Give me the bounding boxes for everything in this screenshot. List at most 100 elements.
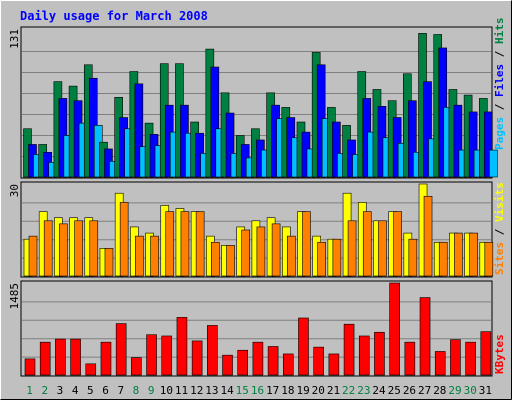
bar-sites-day-9 [150,235,159,277]
bar-sites-day-16 [256,226,266,277]
x-tick-label-4: 4 [72,384,79,397]
y-max-label-kbytes: 1485 [8,283,21,310]
bar-files-day-26 [408,100,417,178]
bar-sites-day-15 [241,229,251,277]
x-tick-label-20: 20 [312,384,325,397]
bar-files-day-31 [484,111,493,178]
x-tick-label-5: 5 [87,384,94,397]
bar-kbytes-day-22 [343,323,355,376]
bar-sites-day-21 [332,238,342,277]
x-tick-label-30: 30 [464,384,477,397]
bar-sites-day-10 [165,211,175,277]
bar-sites-day-24 [378,220,387,277]
x-axis-labels: 1 2 3 4 5 6 7 8 9 10 11 12 13 14 15 16 17 18 19 20 21 22 23 24 2… [26,384,492,397]
x-tick-label-3: 3 [57,384,64,397]
bar-kbytes-day-14 [222,354,233,376]
bar-kbytes-day-21 [328,353,340,376]
x-tick-label-13: 13 [205,384,218,397]
bar-kbytes-day-26 [404,341,416,376]
bar-sites-day-4 [74,220,83,277]
legend-sites: Sites [493,242,506,275]
x-tick-label-18: 18 [281,384,294,397]
bar-kbytes-day-12 [191,340,203,376]
x-tick-label-31: 31 [479,384,492,397]
x-tick-label-29: 29 [448,384,461,397]
bar-kbytes-day-25 [389,282,400,376]
bar-kbytes-day-19 [298,317,309,376]
x-tick-label-24: 24 [372,384,386,397]
bar-kbytes-day-18 [282,353,294,376]
bar-kbytes-day-24 [374,331,385,376]
x-tick-label-12: 12 [190,384,203,397]
bar-sites-day-28 [438,241,448,277]
bar-files-day-21 [332,121,341,178]
bar-sites-day-14 [226,245,235,277]
bars [23,33,498,376]
bar-sites-day-26 [408,238,418,277]
x-tick-label-28: 28 [433,384,446,397]
chart-title: Daily usage for March 2008 [20,9,208,23]
bar-kbytes-day-15 [237,349,249,376]
bar-kbytes-day-6 [100,341,112,376]
bar-sites-day-6 [104,248,114,277]
bar-kbytes-day-16 [252,341,264,376]
bar-sites-day-20 [317,241,326,277]
bar-sites-day-31 [484,241,494,277]
legend-sep-2: / [493,44,506,64]
bar-sites-day-17 [271,223,281,277]
bar-sites-day-2 [43,220,53,277]
bar-files-day-30 [468,111,478,178]
bar-kbytes-day-28 [434,351,446,376]
bar-sites-day-5 [89,220,99,277]
x-tick-label-1: 1 [26,384,33,397]
bar-sites-day-19 [302,211,311,277]
x-tick-label-27: 27 [418,384,431,397]
legend-sep-3: / [493,222,506,242]
legend-pages: Pages [493,117,506,150]
bar-sites-day-27 [423,195,433,277]
bar-sites-day-7 [119,202,129,277]
bar-files-day-27 [423,81,432,178]
x-tick-label-17: 17 [266,384,279,397]
bar-sites-day-30 [469,232,478,277]
x-tick-label-7: 7 [117,384,124,397]
bar-kbytes-day-8 [131,357,142,376]
x-tick-label-10: 10 [160,384,173,397]
bar-kbytes-day-27 [419,297,431,376]
legend-kbytes: KBytes [493,334,506,374]
bar-kbytes-day-23 [358,335,370,376]
bar-kbytes-day-31 [480,331,492,376]
x-tick-label-21: 21 [327,384,340,397]
x-tick-label-16: 16 [251,384,264,397]
legend-visits-sites: Sites / Visits [493,182,506,275]
x-tick-label-15: 15 [236,384,249,397]
x-tick-label-25: 25 [388,384,401,397]
bar-kbytes-day-11 [176,317,188,376]
bar-sites-day-3 [59,223,68,277]
bar-kbytes-day-13 [207,325,218,376]
bar-kbytes-day-20 [313,346,324,376]
legend-visits: Visits [493,182,506,222]
bar-sites-day-22 [347,220,357,277]
bar-kbytes-day-4 [70,338,81,376]
x-tick-label-14: 14 [220,384,234,397]
bar-kbytes-day-9 [146,334,157,376]
bar-kbytes-day-17 [267,346,279,376]
bar-sites-day-29 [454,232,463,277]
bar-kbytes-day-30 [465,341,476,376]
bar-files-day-13 [210,66,220,178]
bar-files-day-29 [453,104,463,178]
bar-sites-day-13 [211,241,220,277]
bar-sites-day-8 [135,235,144,277]
x-tick-label-6: 6 [102,384,109,397]
legend-hits-files-pages: Pages / Files / Hits [493,18,506,151]
x-tick-label-26: 26 [403,384,416,397]
bar-kbytes-day-1 [24,358,36,376]
bar-kbytes-day-7 [115,323,127,376]
x-tick-label-2: 2 [41,384,48,397]
x-tick-label-9: 9 [148,384,155,397]
y-max-label-hits: 131 [8,29,21,49]
bar-kbytes-day-5 [85,363,97,376]
